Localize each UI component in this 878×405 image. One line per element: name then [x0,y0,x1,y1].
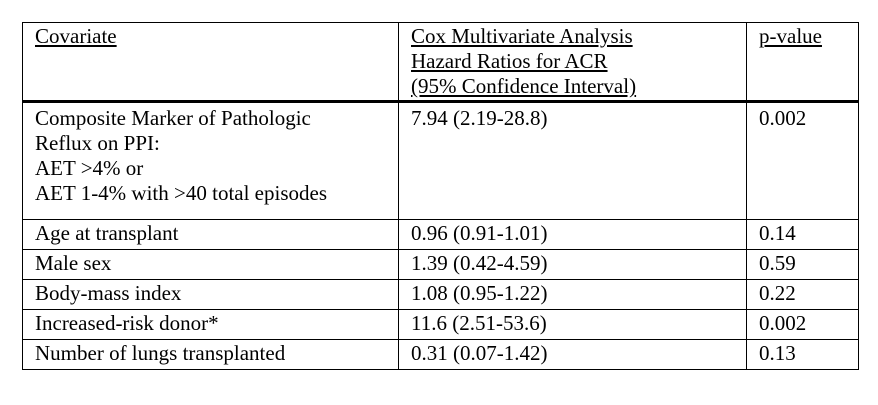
cell-covariate: Increased-risk donor* [22,309,399,340]
cell-pvalue: 0.14 [746,219,859,250]
table-row: Male sex 1.39 (0.42-4.59) 0.59 [22,249,859,280]
cell-hazard: 7.94 (2.19-28.8) [398,101,747,220]
covariate-line-4: AET 1-4% with >40 total episodes [35,181,328,205]
header-hazard-line-2: Hazard Ratios for ACR [411,49,608,73]
table-row: Number of lungs transplanted 0.31 (0.07-… [22,339,859,370]
header-pvalue-label: p-value [759,24,822,48]
header-hazard-line-3: (95% Confidence Interval) [411,74,637,98]
cell-hazard: 1.08 (0.95-1.22) [398,279,747,310]
cell-hazard: 1.39 (0.42-4.59) [398,249,747,280]
covariate-line-3: AET >4% or [35,156,144,180]
covariate-line-1: Composite Marker of Pathologic [35,106,311,130]
cell-pvalue: 0.59 [746,249,859,280]
header-covariate-label: Covariate [35,24,117,48]
cell-pvalue: 0.22 [746,279,859,310]
table-row: Increased-risk donor* 11.6 (2.51-53.6) 0… [22,309,859,340]
header-hazard-ratio: Cox Multivariate Analysis Hazard Ratios … [398,22,747,103]
cell-pvalue: 0.13 [746,339,859,370]
cell-hazard: 0.31 (0.07-1.42) [398,339,747,370]
cell-hazard: 11.6 (2.51-53.6) [398,309,747,340]
cell-pvalue: 0.002 [746,101,859,220]
table-row: Body-mass index 1.08 (0.95-1.22) 0.22 [22,279,859,310]
table-header-row: Covariate Cox Multivariate Analysis Haza… [22,22,859,103]
cell-covariate: Composite Marker of Pathologic Reflux on… [22,101,399,220]
covariate-table: Covariate Cox Multivariate Analysis Haza… [22,22,859,370]
cell-covariate: Number of lungs transplanted [22,339,399,370]
header-pvalue: p-value [746,22,859,103]
header-hazard-line-1: Cox Multivariate Analysis [411,24,633,48]
cell-covariate: Age at transplant [22,219,399,250]
cell-pvalue: 0.002 [746,309,859,340]
table-row: Composite Marker of Pathologic Reflux on… [22,101,859,220]
cell-covariate: Body-mass index [22,279,399,310]
cell-covariate: Male sex [22,249,399,280]
cell-hazard: 0.96 (0.91-1.01) [398,219,747,250]
table-row: Age at transplant 0.96 (0.91-1.01) 0.14 [22,219,859,250]
header-covariate: Covariate [22,22,399,103]
covariate-line-2: Reflux on PPI: [35,131,160,155]
